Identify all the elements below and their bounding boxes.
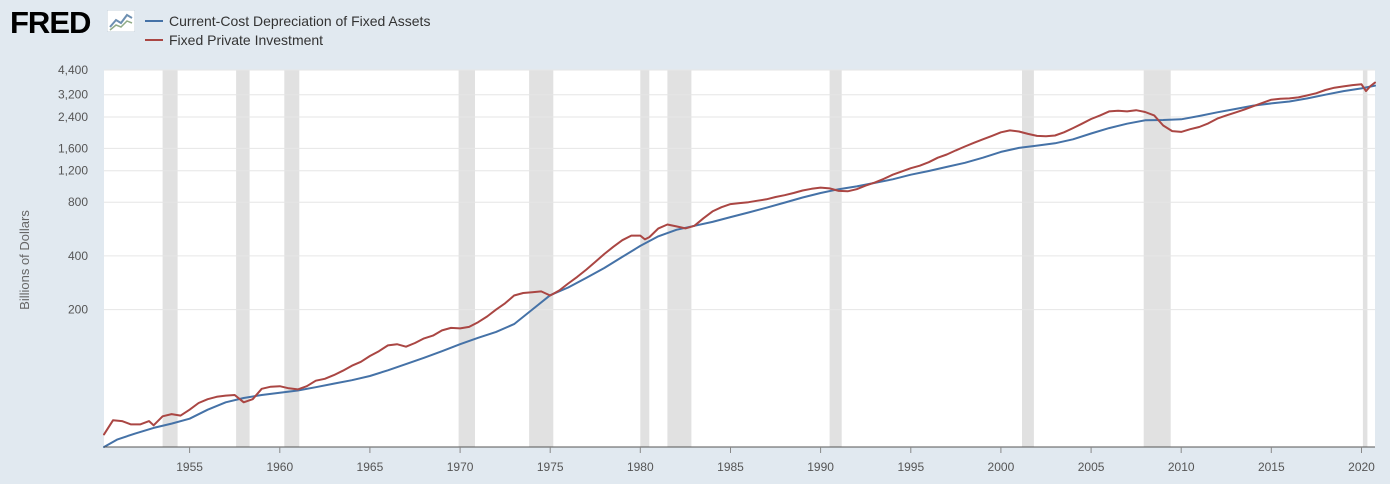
recession-band — [1143, 70, 1171, 447]
y-tick-label: 400 — [68, 249, 88, 263]
x-tick-label: 2005 — [1078, 460, 1105, 474]
x-tick-label: 2020 — [1348, 460, 1375, 474]
recession-band — [1362, 70, 1368, 447]
x-tick-label: 1975 — [537, 460, 564, 474]
x-tick-label: 1985 — [717, 460, 744, 474]
y-axis-label: Billions of Dollars — [17, 210, 32, 310]
x-axis-ticks: 1955 1960 1965 1970 1975 1980 1985 1990 1995 2000… — [176, 447, 1375, 474]
x-tick-label: 1980 — [627, 460, 654, 474]
recession-band — [640, 70, 650, 447]
y-tick-label: 1,200 — [58, 164, 88, 178]
legend-label-depreciation: Current-Cost Depreciation of Fixed Asset… — [169, 13, 431, 29]
recession-band — [162, 70, 178, 447]
x-tick-label: 1965 — [357, 460, 384, 474]
x-tick-label: 2000 — [988, 460, 1015, 474]
series-line-depreciation[interactable] — [103, 84, 1376, 448]
recession-bands — [162, 70, 1368, 447]
x-tick-label: 1970 — [447, 460, 474, 474]
series-line-investment[interactable] — [103, 81, 1376, 436]
fred-logo[interactable]: FRED — [10, 5, 91, 40]
recession-band — [829, 70, 842, 447]
recession-band — [458, 70, 475, 447]
x-tick-label: 2010 — [1168, 460, 1195, 474]
recession-band — [667, 70, 692, 447]
chart-header: FRED Current-Cost Depreciation of Fixed … — [0, 0, 1390, 60]
line-chart-icon — [107, 10, 135, 32]
x-tick-label: 1955 — [176, 460, 203, 474]
recession-band — [1022, 70, 1034, 447]
y-axis-ticks: 200 400 800 1,200 1,600 2,400 3,200 4,400 — [58, 63, 88, 317]
recession-band — [529, 70, 554, 447]
y-tick-label: 1,600 — [58, 141, 88, 155]
y-tick-label: 3,200 — [58, 88, 88, 102]
gridlines — [104, 69, 1375, 311]
y-tick-label: 4,400 — [58, 63, 88, 77]
x-tick-label: 1995 — [897, 460, 924, 474]
legend-swatch-investment — [145, 39, 163, 41]
x-tick-label: 1960 — [266, 460, 293, 474]
y-tick-label: 2,400 — [58, 110, 88, 124]
x-tick-label: 1990 — [807, 460, 834, 474]
legend-swatch-depreciation — [145, 20, 163, 22]
y-tick-label: 800 — [68, 195, 88, 209]
legend-label-investment: Fixed Private Investment — [169, 32, 324, 48]
x-tick-label: 2015 — [1258, 460, 1285, 474]
recession-band — [236, 70, 250, 447]
series-lines — [103, 81, 1376, 448]
y-tick-label: 200 — [68, 303, 88, 317]
recession-band — [284, 70, 300, 447]
